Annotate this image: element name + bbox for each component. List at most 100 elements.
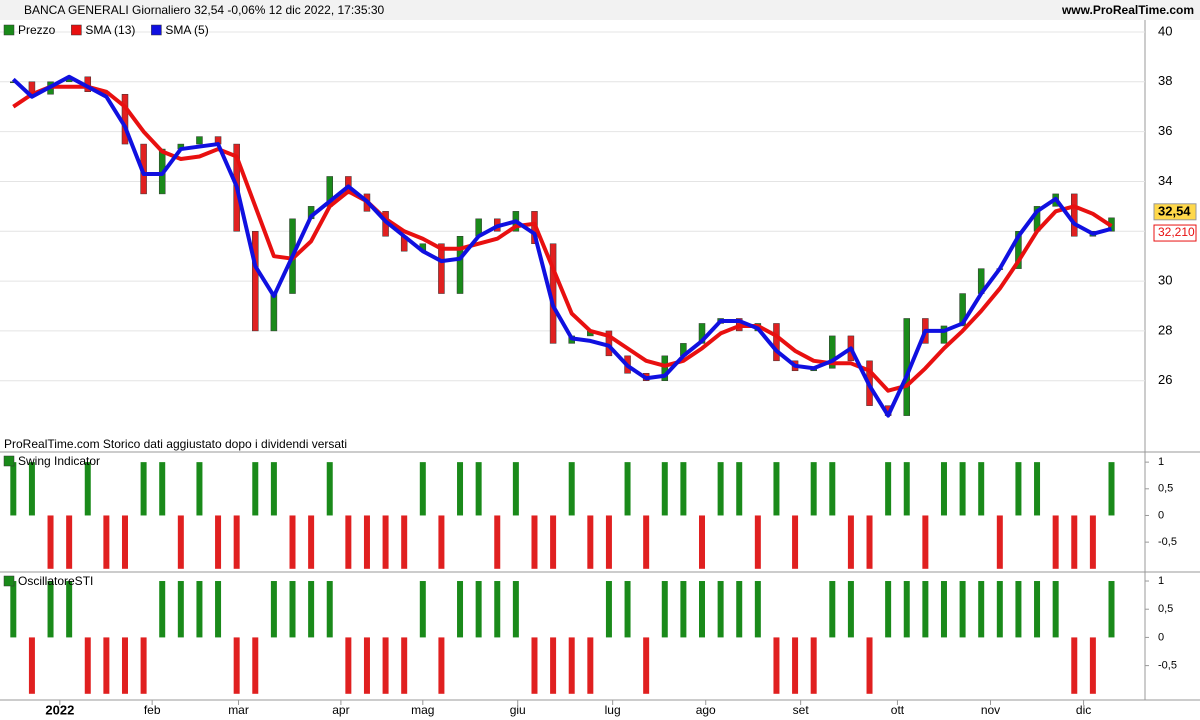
x-tick-label: giu [510, 703, 526, 717]
indicator-bar [959, 462, 966, 516]
indicator-bar [233, 637, 240, 694]
y-tick-label: 1 [1158, 456, 1164, 468]
indicator-bar [401, 637, 408, 694]
y-tick-label: 38 [1158, 73, 1172, 88]
indicator-bar [270, 581, 277, 638]
indicator-bar [773, 637, 780, 694]
x-tick-label: feb [144, 703, 161, 717]
indicator-bar [419, 462, 426, 516]
indicator-bar [1034, 462, 1041, 516]
y-tick-label: 28 [1158, 322, 1172, 337]
indicator-bar [140, 462, 147, 516]
y-tick-label: 40 [1158, 23, 1172, 38]
y-tick-label: -0,5 [1158, 660, 1177, 672]
indicator-bar [996, 515, 1003, 569]
x-tick-label: mar [228, 703, 249, 717]
legend-label: SMA (13) [85, 23, 135, 37]
indicator-bar [494, 515, 501, 569]
indicator-bar [680, 581, 687, 638]
indicator-bar [792, 515, 799, 569]
indicator-bar [587, 637, 594, 694]
indicator-bar [121, 515, 128, 569]
indicator-bar [140, 637, 147, 694]
indicator-bar [121, 637, 128, 694]
indicator-bar [475, 462, 482, 516]
indicator-bar [1015, 581, 1022, 638]
indicator-bar [643, 515, 650, 569]
indicator-bar [736, 462, 743, 516]
indicator-bar [84, 462, 91, 516]
indicator-bar [754, 515, 761, 569]
indicator-bar [940, 462, 947, 516]
price-label-box [1153, 203, 1197, 221]
indicator-bar [792, 637, 799, 694]
candle [252, 231, 259, 332]
indicator-bar [550, 637, 557, 694]
indicator-bar [1052, 581, 1059, 638]
indicator-bar [717, 462, 724, 516]
candle [1071, 193, 1078, 237]
indicator-bar [10, 581, 17, 638]
indicator-bar [215, 581, 222, 638]
indicator-bar [159, 581, 166, 638]
indicator-bar [680, 462, 687, 516]
indicator-bar [624, 581, 631, 638]
y-tick-label: 36 [1158, 123, 1172, 138]
indicator-bar [605, 581, 612, 638]
panel-title: OscillatoreSTI [18, 574, 93, 588]
indicator-bar [345, 637, 352, 694]
indicator-bar [699, 581, 706, 638]
indicator-bar [401, 515, 408, 569]
indicator-bar [196, 462, 203, 516]
indicator-bar [550, 515, 557, 569]
indicator-bar [773, 462, 780, 516]
indicator-bar [717, 581, 724, 638]
indicator-bar [1071, 515, 1078, 569]
indicator-bar [289, 581, 296, 638]
indicator-bar [66, 515, 73, 569]
legend-swatch [3, 575, 15, 587]
indicator-bar [252, 462, 259, 516]
indicator-bar [605, 515, 612, 569]
candle [661, 355, 669, 381]
x-tick-label: dic [1076, 703, 1091, 717]
indicator-bar [531, 515, 538, 569]
indicator-bar [438, 637, 445, 694]
indicator-bar [177, 581, 184, 638]
indicator-bar [829, 462, 836, 516]
indicator-bar [1071, 637, 1078, 694]
indicator-bar [568, 637, 575, 694]
indicator-bar [699, 515, 706, 569]
indicator-bar [326, 462, 333, 516]
indicator-bar [103, 637, 110, 694]
indicator-bar [903, 462, 910, 516]
indicator-bar [363, 515, 370, 569]
indicator-bar [159, 462, 166, 516]
y-tick-label: 0 [1158, 631, 1164, 643]
candle [270, 293, 278, 332]
indicator-bar [885, 462, 892, 516]
indicator-bar [419, 581, 426, 638]
indicator-bar [978, 462, 985, 516]
indicator-bar [233, 515, 240, 569]
indicator-bar [28, 637, 35, 694]
indicator-bar [457, 462, 464, 516]
indicator-bar [810, 637, 817, 694]
indicator-bar [438, 515, 445, 569]
indicator-bar [84, 637, 91, 694]
indicator-bar [661, 462, 668, 516]
indicator-bar [512, 581, 519, 638]
indicator-bar [661, 581, 668, 638]
indicator-bar [903, 581, 910, 638]
indicator-bar [382, 637, 389, 694]
x-tick-label: 2022 [45, 702, 74, 717]
indicator-bar [382, 515, 389, 569]
y-tick-label: 34 [1158, 173, 1172, 188]
indicator-bar [66, 581, 73, 638]
header-site: www.ProRealTime.com [1061, 3, 1194, 17]
x-tick-label: set [793, 703, 810, 717]
y-tick-label: 0,5 [1158, 483, 1173, 495]
indicator-bar [978, 581, 985, 638]
candle [438, 243, 445, 294]
indicator-bar [754, 581, 761, 638]
